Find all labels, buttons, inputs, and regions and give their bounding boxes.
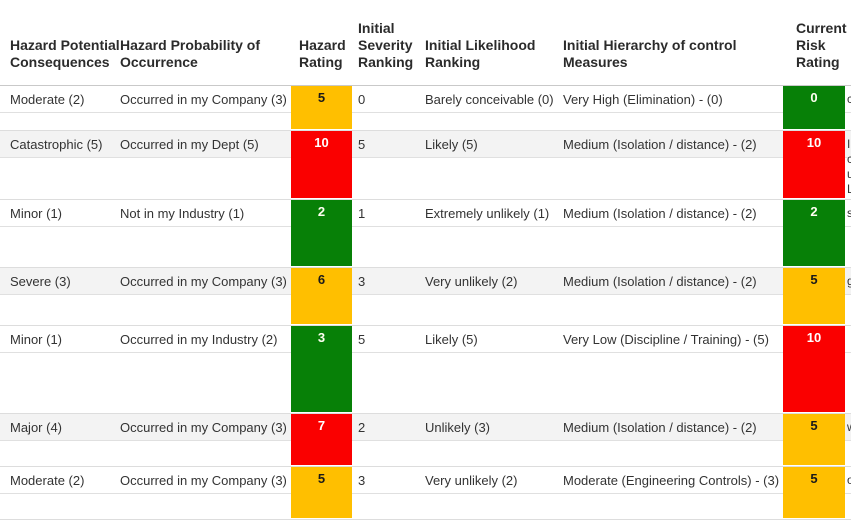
- row-stripe: [0, 200, 851, 227]
- cell-severity: 3: [358, 274, 366, 289]
- cell-probability: Occurred in my Company (3): [120, 92, 287, 107]
- cell-likelihood: Barely conceivable (0): [425, 92, 554, 107]
- cell-hierarchy: Medium (Isolation / distance) - (2): [563, 274, 757, 289]
- column-header-current-risk: Current Risk Rating: [796, 20, 847, 70]
- row-stripe: [0, 86, 851, 113]
- cell-likelihood: Very unlikely (2): [425, 274, 518, 289]
- column-header-hierarchy: Initial Hierarchy of control Measures: [563, 37, 737, 70]
- cell-hierarchy: Medium (Isolation / distance) - (2): [563, 206, 757, 221]
- cell-likelihood: Likely (5): [425, 137, 478, 152]
- row-stripe: [0, 467, 851, 494]
- cell-likelihood: Likely (5): [425, 332, 478, 347]
- current-risk-badge: 5: [783, 268, 845, 324]
- cell-probability: Occurred in my Industry (2): [120, 332, 278, 347]
- current-risk-badge: 2: [783, 200, 845, 266]
- table-row: Minor (1) Not in my Industry (1) 1 Extre…: [0, 200, 851, 268]
- current-risk-badge: 0: [783, 86, 845, 129]
- current-risk-badge: 5: [783, 467, 845, 518]
- cell-hierarchy: Medium (Isolation / distance) - (2): [563, 420, 757, 435]
- hazard-rating-badge: 10: [291, 131, 352, 198]
- cell-severity: 5: [358, 137, 366, 152]
- cell-hierarchy: Very Low (Discipline / Training) - (5): [563, 332, 769, 347]
- hazard-rating-badge: 5: [291, 86, 352, 129]
- cell-consequence: Minor (1): [10, 332, 63, 347]
- hazard-rating-badge: 3: [291, 326, 352, 412]
- cell-probability: Occurred in my Company (3): [120, 274, 287, 289]
- current-risk-badge: 5: [783, 414, 845, 465]
- cell-severity: 5: [358, 332, 366, 347]
- table-row: Moderate (2) Occurred in my Company (3) …: [0, 86, 851, 131]
- table-row: Catastrophic (5) Occurred in my Dept (5)…: [0, 131, 851, 200]
- cell-probability: Occurred in my Company (3): [120, 473, 287, 488]
- table-row: Moderate (2) Occurred in my Company (3) …: [0, 467, 851, 520]
- cell-hierarchy: Very High (Elimination) - (0): [563, 92, 723, 107]
- cell-hierarchy: Moderate (Engineering Controls) - (3): [563, 473, 780, 488]
- cell-probability: Occurred in my Dept (5): [120, 137, 259, 152]
- cell-likelihood: Extremely unlikely (1): [425, 206, 550, 221]
- table-row: Major (4) Occurred in my Company (3) 2 U…: [0, 414, 851, 467]
- cell-consequence: Minor (1): [10, 206, 63, 221]
- cell-hierarchy: Medium (Isolation / distance) - (2): [563, 137, 757, 152]
- cell-likelihood: Unlikely (3): [425, 420, 491, 435]
- cell-edge-fragment: w: [845, 414, 851, 441]
- cell-consequence: Major (4): [10, 420, 63, 435]
- column-header-severity: Initial Severity Ranking: [358, 20, 414, 70]
- cell-edge-fragment: s: [847, 206, 851, 220]
- cell-consequence: Catastrophic (5): [10, 137, 103, 152]
- row-stripe: [0, 131, 851, 158]
- table-row: Severe (3) Occurred in my Company (3) 3 …: [0, 268, 851, 326]
- cell-severity: 0: [358, 92, 366, 107]
- cell-probability: Occurred in my Company (3): [120, 420, 287, 435]
- column-header-consequence: Hazard Potential Consequences: [10, 37, 120, 70]
- hazard-rating-badge: 5: [291, 467, 352, 518]
- cell-severity: 3: [358, 473, 366, 488]
- row-stripe: [0, 326, 851, 353]
- column-header-clipped: [845, 71, 851, 85]
- cell-likelihood: Very unlikely (2): [425, 473, 518, 488]
- cell-edge-fragment: g: [847, 274, 851, 288]
- cell-consequence: Moderate (2): [10, 473, 85, 488]
- row-stripe: [0, 414, 851, 441]
- cell-severity: 1: [358, 206, 366, 221]
- current-risk-badge: 10: [783, 131, 845, 198]
- hazard-rating-badge: 2: [291, 200, 352, 266]
- row-stripe: [0, 268, 851, 295]
- cell-edge-fragment: o: [847, 473, 851, 487]
- column-header-hazard-rating: Hazard Rating: [299, 37, 346, 70]
- column-header-likelihood: Initial Likelihood Ranking: [425, 37, 536, 70]
- cell-edge-fragment: [845, 326, 851, 353]
- table-row: Minor (1) Occurred in my Industry (2) 5 …: [0, 326, 851, 414]
- hazard-rating-badge: 6: [291, 268, 352, 324]
- cell-consequence: Moderate (2): [10, 92, 85, 107]
- cell-probability: Not in my Industry (1): [120, 206, 245, 221]
- cell-edge-fragment: I c u L: [847, 137, 851, 196]
- current-risk-badge: 10: [783, 326, 845, 412]
- cell-consequence: Severe (3): [10, 274, 71, 289]
- hazard-rating-badge: 7: [291, 414, 352, 465]
- cell-edge-fragment: c: [847, 92, 851, 106]
- table-header-row: Hazard Potential Consequences Hazard Pro…: [0, 0, 851, 86]
- column-header-probability: Hazard Probability of Occurrence: [120, 37, 261, 70]
- cell-severity: 2: [358, 420, 366, 435]
